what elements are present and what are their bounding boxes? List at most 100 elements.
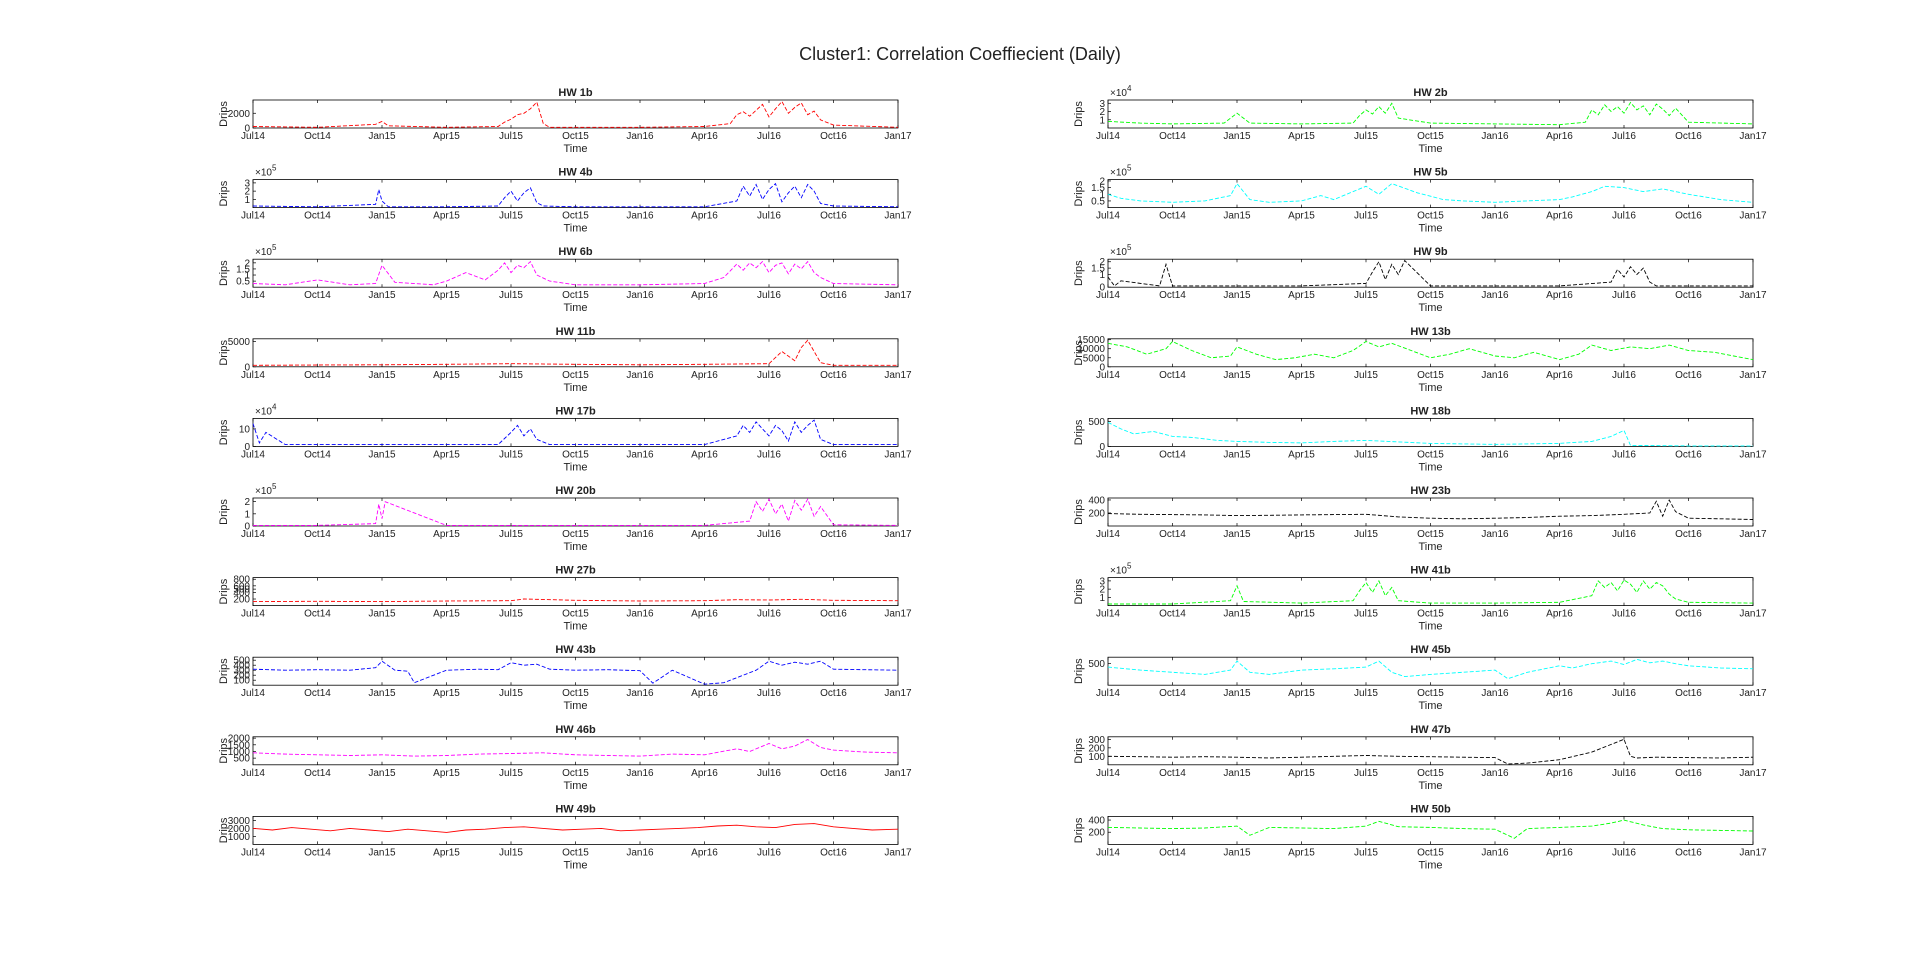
y-tick-label: 100 (233, 676, 250, 687)
x-tick-label: Jan17 (884, 847, 912, 858)
y-tick-label: 1000 (228, 747, 251, 758)
subplot-title: HW 46b (555, 724, 596, 736)
y-tick-label: 3 (244, 178, 250, 189)
x-tick-label: Jul16 (1612, 290, 1636, 301)
x-tick-label: Oct16 (1675, 688, 1702, 699)
x-tick-label: Jul16 (1612, 370, 1636, 381)
x-tick-label: Jul16 (757, 290, 781, 301)
x-tick-label: Apr15 (433, 370, 460, 381)
x-tick-label: Jul16 (1612, 609, 1636, 620)
x-tick-label: Jul15 (499, 449, 523, 460)
y-tick-label: 5000 (1083, 353, 1106, 364)
y-exponent: ×105 (1110, 562, 1132, 577)
x-tick-label: Jul15 (1354, 529, 1378, 540)
x-tick-label: Jan16 (1481, 688, 1509, 699)
subplot-title: HW 9b (1413, 246, 1448, 258)
x-tick-label: Oct14 (1159, 768, 1186, 779)
x-tick-label: Jan15 (368, 370, 396, 381)
x-tick-label: Jan15 (1223, 688, 1251, 699)
x-tick-label: Jan16 (626, 211, 654, 222)
subplot-title: HW 11b (556, 326, 596, 338)
y-tick-label: 1.5 (1091, 264, 1105, 275)
subplot-title: HW 27b (555, 565, 596, 577)
x-axis-label: Time (1418, 382, 1442, 394)
x-tick-label: Oct14 (304, 847, 331, 858)
x-tick-label: Jul16 (1612, 529, 1636, 540)
x-tick-label: Jan17 (1739, 768, 1767, 779)
x-tick-label: Jul16 (757, 609, 781, 620)
x-tick-label: Jan17 (884, 131, 912, 142)
x-tick-label: Oct15 (1417, 370, 1444, 381)
x-tick-label: Jan15 (368, 131, 396, 142)
y-axis-label: Drips (1073, 339, 1085, 365)
x-axis-label: Time (563, 541, 587, 553)
x-tick-label: Jan17 (1739, 688, 1767, 699)
x-tick-label: Jul16 (757, 449, 781, 460)
y-tick-label: 500 (1088, 659, 1105, 670)
x-tick-label: Jul15 (499, 370, 523, 381)
series-line (1107, 738, 1754, 765)
x-tick-label: Oct16 (1675, 370, 1702, 381)
x-tick-label: Apr16 (691, 290, 718, 301)
x-tick-label: Jan16 (1481, 449, 1509, 460)
x-tick-label: Jan16 (626, 290, 654, 301)
axes-box (1107, 736, 1754, 766)
x-tick-label: Jul14 (1096, 370, 1120, 381)
y-tick-label: 600 (233, 581, 250, 592)
x-axis-label: Time (563, 143, 587, 155)
x-tick-label: Jul16 (1612, 131, 1636, 142)
axes-box (252, 258, 899, 288)
subplot-title: HW 13b (1410, 326, 1451, 338)
subplot-hw-27b: HW 27b Jul14 Oct14 Jan15 Apr15 Jul15 Oct15 Jan1… (218, 565, 912, 633)
x-tick-label: Oct16 (820, 290, 847, 301)
x-tick-label: Oct14 (1159, 609, 1186, 620)
x-tick-label: Jul16 (1612, 688, 1636, 699)
subplot-title: HW 43b (555, 644, 596, 656)
subplot-title: HW 20b (555, 485, 596, 497)
x-tick-label: Jul15 (1354, 131, 1378, 142)
y-exponent: ×105 (1110, 243, 1132, 258)
x-tick-label: Jul15 (1354, 449, 1378, 460)
x-axis-label: Time (1418, 780, 1442, 792)
x-tick-label: Oct15 (562, 688, 589, 699)
x-tick-label: Apr15 (1288, 768, 1315, 779)
x-tick-label: Jul14 (1096, 529, 1120, 540)
y-tick-label: 500 (233, 585, 250, 596)
axes-box (1107, 179, 1754, 209)
subplot-hw-13b: HW 13b Jul14 Oct14 Jan15 Apr15 Jul15 Oct15 Jan1… (1073, 326, 1767, 394)
y-tick-label: 3 (1099, 576, 1105, 587)
x-tick-label: Jan17 (884, 688, 912, 699)
x-tick-label: Jan16 (626, 370, 654, 381)
y-tick-label: 300 (233, 666, 250, 677)
subplot-hw-41b: HW 41b Jul14 Oct14 Jan15 Apr15 Jul15 Oct15 Jan1… (1073, 562, 1767, 633)
x-tick-label: Jan17 (1739, 131, 1767, 142)
y-tick-label: 100 (1088, 752, 1105, 763)
x-tick-label: Jan16 (1481, 768, 1509, 779)
x-tick-label: Apr16 (1546, 131, 1573, 142)
series-line (1108, 579, 1754, 605)
y-tick-label: 2 (1099, 107, 1105, 118)
axes-box (1107, 258, 1754, 288)
axes-box (1107, 577, 1754, 606)
y-tick-label: 500 (1088, 417, 1105, 428)
y-tick-label: 2 (244, 258, 250, 269)
series-line (252, 100, 899, 128)
x-tick-label: Jul16 (1612, 768, 1636, 779)
x-tick-label: Apr16 (1546, 609, 1573, 620)
x-tick-label: Jul15 (499, 131, 523, 142)
y-axis-label: Drips (218, 658, 230, 684)
x-tick-label: Jul16 (757, 211, 781, 222)
x-tick-label: Jan16 (1481, 847, 1509, 858)
x-tick-label: Apr16 (1546, 290, 1573, 301)
y-exponent-power: 5 (272, 243, 277, 252)
subplot-title: HW 50b (1410, 803, 1451, 815)
y-tick-label: 10000 (1077, 344, 1105, 355)
series-line (1107, 498, 1754, 520)
y-axis-label: Drips (1073, 180, 1085, 206)
x-tick-label: Oct14 (304, 529, 331, 540)
y-exponent: ×104 (255, 402, 277, 417)
x-tick-label: Jul16 (757, 847, 781, 858)
x-axis-label: Time (563, 382, 587, 394)
x-tick-label: Jan17 (884, 211, 912, 222)
x-tick-label: Apr15 (433, 609, 460, 620)
